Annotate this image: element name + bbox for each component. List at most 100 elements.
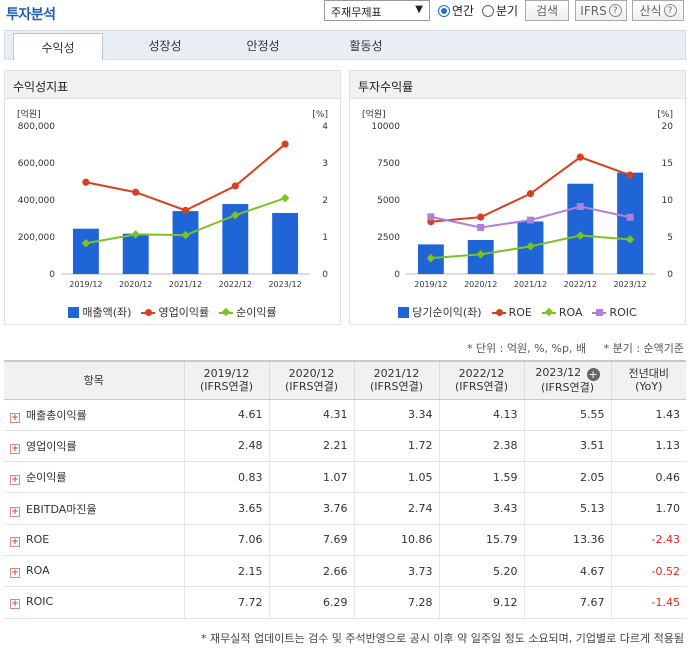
row-label-cell: + 매출총이익률 xyxy=(4,399,184,431)
data-point xyxy=(132,188,140,196)
tab-label: 수익성 xyxy=(41,40,75,55)
table-header-yoy: 전년대비 (YoY) xyxy=(610,360,686,400)
data-point xyxy=(231,182,239,190)
value-cell: 7.72 xyxy=(183,586,269,619)
radio-unselected-icon xyxy=(482,4,494,17)
y2-tick-label: 10 xyxy=(662,196,674,206)
expand-row-icon[interactable]: + xyxy=(10,599,20,610)
legend-line-swatch xyxy=(491,307,506,318)
value-cell: 10.86 xyxy=(353,524,439,556)
value-cell: 7.28 xyxy=(353,586,439,619)
help-icon: ? xyxy=(608,4,622,17)
legend-item[interactable]: ROE xyxy=(491,304,532,320)
y-tick-label: 0 xyxy=(49,270,55,280)
value-cell: 2.21 xyxy=(268,430,354,463)
row-label-cell: + 영업이익률 xyxy=(4,430,184,463)
legend-item[interactable]: 순이익률 xyxy=(219,304,277,320)
ifrs-button[interactable]: IFRS ? xyxy=(575,0,627,21)
value-cell: 7.67 xyxy=(523,586,611,619)
data-point xyxy=(527,216,534,224)
expand-row-icon[interactable]: + xyxy=(10,443,20,454)
y2-tick-label: 1 xyxy=(322,233,328,243)
value-cell: 1.05 xyxy=(353,461,439,494)
yoy-cell: 1.70 xyxy=(610,492,686,525)
data-point xyxy=(82,178,90,186)
x-tick-label: 2021/12 xyxy=(514,280,547,289)
legend-item[interactable]: 영업이익률 xyxy=(141,304,209,320)
search-button-label: 검색 xyxy=(535,4,559,18)
data-point xyxy=(626,213,634,221)
legend-bar-swatch xyxy=(68,306,80,318)
ifrs-button-label: IFRS xyxy=(580,3,607,18)
radio-selected-icon xyxy=(438,4,450,17)
bar xyxy=(617,172,644,274)
yoy-cell: -2.43 xyxy=(610,524,686,556)
period-quarter-radio[interactable]: 분기 xyxy=(482,2,518,19)
data-point xyxy=(476,250,485,259)
unit-note: * 단위 : 억원, %, %p, 배 * 분기 : 순액기준 xyxy=(466,342,684,355)
x-tick-label: 2020/12 xyxy=(464,280,497,289)
data-point xyxy=(576,203,584,211)
data-point xyxy=(427,213,435,221)
search-button[interactable]: 검색 xyxy=(525,0,569,21)
value-cell: 3.43 xyxy=(438,492,524,525)
value-cell: 3.51 xyxy=(523,430,611,463)
table-row: + ROA 2.15 2.66 3.73 5.20 4.67 -0.52 xyxy=(4,555,686,588)
statement-select[interactable]: 주재무제표 ▼ xyxy=(324,0,430,21)
legend-label: 당기순이익(좌) xyxy=(412,306,482,319)
table-row: + EBITDA마진율 3.65 3.76 2.74 3.43 5.13 1.70 xyxy=(4,492,686,525)
table-row: + 순이익률 0.83 1.07 1.05 1.59 2.05 0.46 xyxy=(4,461,686,494)
y-tick-label: 600,000 xyxy=(18,159,55,169)
bar xyxy=(172,211,199,274)
chart-title: 수익성지표 xyxy=(5,71,340,99)
value-cell: 3.76 xyxy=(268,492,354,525)
legend-item[interactable]: ROA xyxy=(541,304,583,320)
chart-title: 투자수익률 xyxy=(350,71,685,99)
row-label: 매출총이익률 xyxy=(26,408,87,422)
expand-row-icon[interactable]: + xyxy=(10,506,20,517)
period-annual-radio[interactable]: 연간 xyxy=(438,2,474,19)
value-cell: 6.29 xyxy=(268,586,354,619)
legend-item[interactable]: 매출액(좌) xyxy=(68,304,131,320)
table-row: + 영업이익률 2.48 2.21 1.72 2.38 3.51 1.13 xyxy=(4,430,686,463)
value-cell: 1.59 xyxy=(438,461,524,494)
value-cell: 0.83 xyxy=(183,461,269,494)
tab-stability[interactable]: 안정성 xyxy=(218,31,308,59)
x-tick-label: 2022/12 xyxy=(219,280,252,289)
value-cell: 4.67 xyxy=(523,555,611,588)
yoy-cell: 0.46 xyxy=(610,461,686,494)
calc-button[interactable]: 산식 ? xyxy=(632,0,684,21)
y2-tick-label: 3 xyxy=(322,159,328,169)
value-cell: 1.07 xyxy=(268,461,354,494)
profitability-table: 항목 2019/12 (IFRS연결) 2020/12 (IFRS연결) 2021/… xyxy=(4,360,686,619)
value-cell: 2.48 xyxy=(183,430,269,463)
value-cell: 9.12 xyxy=(438,586,524,619)
row-label-cell: + 순이익률 xyxy=(4,461,184,494)
value-cell: 13.36 xyxy=(523,524,611,556)
expand-row-icon[interactable]: + xyxy=(10,536,20,547)
footnote: * 재무실적 업데이트는 검수 및 주석반영으로 공시 이후 약 일주일 정도 … xyxy=(201,632,684,645)
expand-row-icon[interactable]: + xyxy=(10,568,20,579)
table-header-period: 2022/12 (IFRS연결) xyxy=(438,360,524,400)
row-label: EBITDA마진율 xyxy=(26,502,97,516)
expand-row-icon[interactable]: + xyxy=(10,412,20,423)
legend-label: ROE xyxy=(508,305,532,319)
period-quarter-label: 분기 xyxy=(496,4,519,18)
data-point xyxy=(576,231,585,240)
row-label: ROE xyxy=(26,532,50,546)
table-row: + ROE 7.06 7.69 10.86 15.79 13.36 -2.43 xyxy=(4,524,686,556)
legend-label: ROA xyxy=(558,305,583,319)
legend-item[interactable]: ROIC xyxy=(592,304,637,320)
right-axis-unit: [%] xyxy=(657,110,673,120)
bar xyxy=(72,228,99,274)
value-cell: 1.72 xyxy=(353,430,439,463)
legend-label: 영업이익률 xyxy=(158,306,210,319)
expand-period-icon[interactable]: + xyxy=(586,368,600,382)
tab-profitability[interactable]: 수익성 xyxy=(13,33,103,60)
tab-growth[interactable]: 성장성 xyxy=(120,31,210,59)
bar xyxy=(272,212,299,274)
calc-button-label: 산식 xyxy=(639,4,662,18)
expand-row-icon[interactable]: + xyxy=(10,475,20,486)
legend-item[interactable]: 당기순이익(좌) xyxy=(398,304,482,320)
tab-activity[interactable]: 활동성 xyxy=(321,31,411,59)
